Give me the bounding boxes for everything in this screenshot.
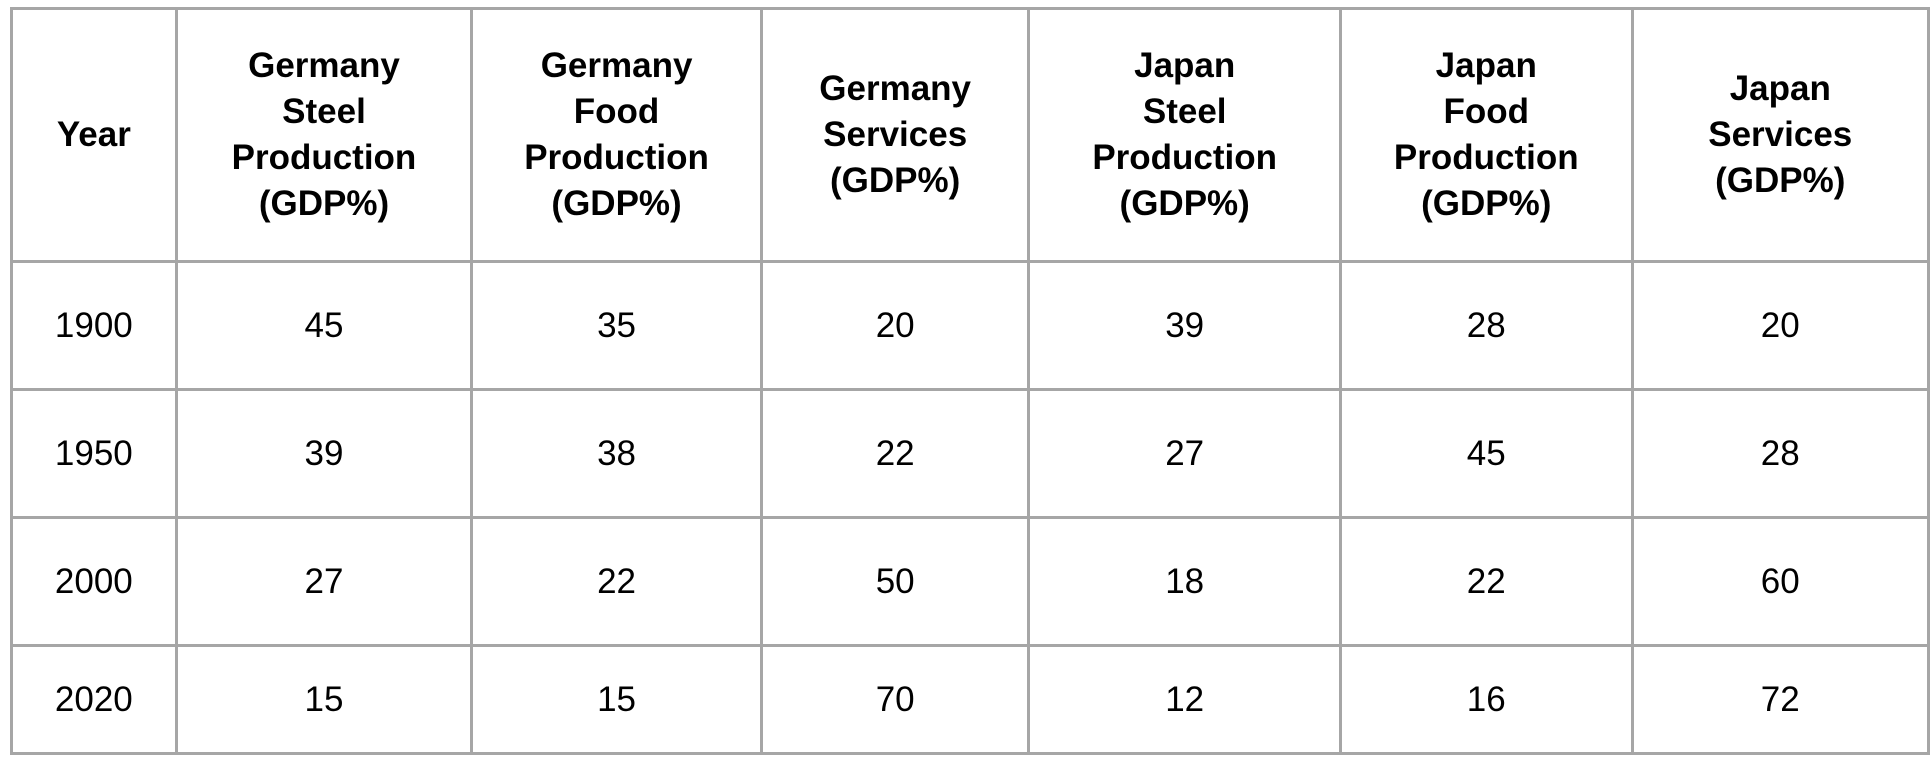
table-header-row: Year Germany Steel Production (GDP%) Germany F… [10,7,1930,263]
value-cell: 15 [174,644,474,755]
column-header-line: Production [1092,138,1278,177]
column-header-line: (GDP%) [258,184,390,223]
value-cell: 16 [1338,644,1634,755]
value-cell: 22 [470,516,763,647]
value-cell: 18 [1027,516,1342,647]
column-header-line: Japan [1435,46,1537,85]
column-header-line: Services [823,115,968,154]
column-header: Japan Steel Production (GDP%) [1027,7,1342,263]
year-cell: 1900 [10,260,178,391]
value-cell: 28 [1630,388,1930,519]
column-header-line: Production [231,138,417,177]
value-cell: 28 [1338,260,1634,391]
value-cell: 22 [759,388,1031,519]
value-cell: 22 [1338,516,1634,647]
column-header-line: Steel [1142,92,1227,131]
table-row: 2000 27 22 50 18 22 60 [10,516,1930,647]
year-cell: 1950 [10,388,178,519]
column-header-line: Food [573,92,660,131]
column-header: Germany Steel Production (GDP%) [174,7,474,263]
column-header-line: Food [1443,92,1530,131]
column-header-line: (GDP%) [830,161,961,200]
column-header: Year [10,7,178,263]
value-cell: 20 [1630,260,1930,391]
column-header: Germany Services (GDP%) [759,7,1031,263]
value-cell: 50 [759,516,1031,647]
column-header-line: Germany [540,46,693,85]
column-header: Japan Services (GDP%) [1630,7,1930,263]
column-header: Germany Food Production (GDP%) [470,7,763,263]
value-cell: 39 [174,388,474,519]
column-header-line: (GDP%) [1715,161,1846,200]
table-row: 1900 45 35 20 39 28 20 [10,260,1930,391]
value-cell: 45 [174,260,474,391]
year-cell: 2000 [10,516,178,647]
value-cell: 70 [759,644,1031,755]
value-cell: 72 [1630,644,1930,755]
value-cell: 27 [1027,388,1342,519]
column-header-line: Production [1393,138,1579,177]
value-cell: 39 [1027,260,1342,391]
column-header-line: (GDP%) [551,184,682,223]
value-cell: 12 [1027,644,1342,755]
value-cell: 27 [174,516,474,647]
column-header-line: Production [524,138,709,177]
table-body: 1900 45 35 20 39 28 20 1950 39 38 22 27 45 28 2000 27 22… [10,260,1930,755]
table-row: 1950 39 38 22 27 45 28 [10,388,1930,519]
column-header-line: Germany [819,69,972,108]
table-row: 2020 15 15 70 12 16 72 [10,644,1930,755]
column-header-line: Steel [282,92,366,131]
column-header-line: Year [56,115,131,154]
value-cell: 15 [470,644,763,755]
data-table: Year Germany Steel Production (GDP%) Germany F… [10,7,1930,755]
value-cell: 60 [1630,516,1930,647]
column-header-line: Germany [248,46,400,85]
column-header-line: (GDP%) [1119,184,1250,223]
value-cell: 35 [470,260,763,391]
column-header-line: Japan [1729,69,1831,108]
value-cell: 45 [1338,388,1634,519]
value-cell: 38 [470,388,763,519]
year-cell: 2020 [10,644,178,755]
column-header-line: Japan [1134,46,1236,85]
value-cell: 20 [759,260,1031,391]
column-header-line: Services [1708,115,1853,154]
column-header-line: (GDP%) [1421,184,1552,223]
column-header: Japan Food Production (GDP%) [1338,7,1634,263]
